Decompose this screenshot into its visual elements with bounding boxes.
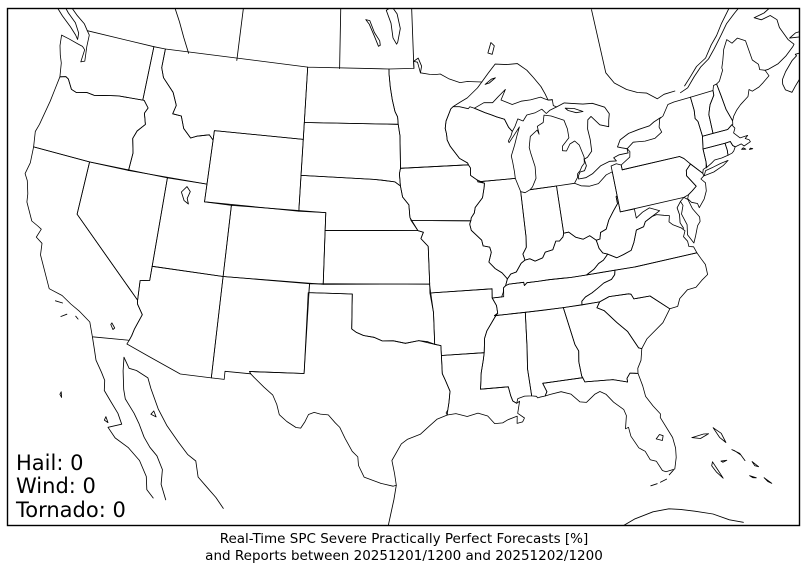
wind-count-label: Wind: [16,474,76,499]
hail-count-label: Hail: [16,451,64,475]
hail-count-line: Hail: 0 [16,451,126,475]
tornado-count-line: Tornado: 0 [16,497,126,522]
figure-caption-line-1: Real-Time SPC Severe Practically Perfect… [219,531,589,547]
hail-count-value: 0 [70,451,84,475]
tornado-count-label: Tornado: [16,497,106,522]
figure-caption-line-2: and Reports between 20251201/1200 and 20… [205,548,603,564]
wind-count-value: 0 [82,474,96,499]
tornado-count-value: 0 [112,497,126,522]
wind-count-line: Wind: 0 [16,475,126,498]
report-counts-annotation: Hail: 0 Wind: 0 Tornado: 0 [16,451,126,522]
figure-caption: Real-Time SPC Severe Practically Perfect… [0,531,808,565]
